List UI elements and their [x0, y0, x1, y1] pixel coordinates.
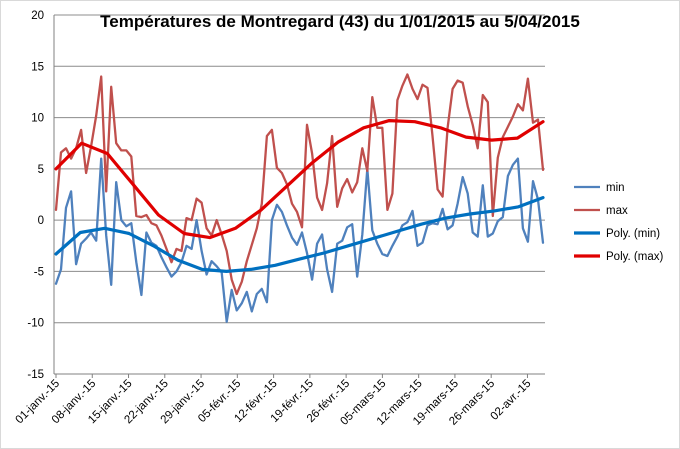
series-line-poly-max — [54, 118, 545, 240]
y-tick-label: -5 — [34, 266, 44, 278]
legend: min max Poly. (min) Poly. (max) — [574, 182, 663, 263]
y-tick-label: -10 — [27, 318, 44, 330]
legend-label: min — [606, 182, 625, 194]
series-layer — [54, 73, 545, 323]
y-tick-label: 5 — [38, 164, 44, 176]
y-tick-label: 10 — [31, 113, 44, 125]
legend-label: Poly. (max) — [606, 251, 663, 263]
legend-label: Poly. (min) — [606, 228, 660, 240]
series-line-min — [54, 157, 545, 323]
y-tick-label: 15 — [31, 61, 44, 73]
y-tick-label: 20 — [31, 10, 44, 22]
y-tick-label: -15 — [27, 369, 44, 381]
series-line-max — [54, 73, 545, 296]
gridlines — [54, 14, 545, 375]
chart-title: Températures de Montregard (43) du 1/01/… — [100, 12, 580, 31]
series-line-poly-min — [54, 196, 545, 273]
y-tick-label: 0 — [38, 215, 44, 227]
legend-label: max — [606, 205, 628, 217]
